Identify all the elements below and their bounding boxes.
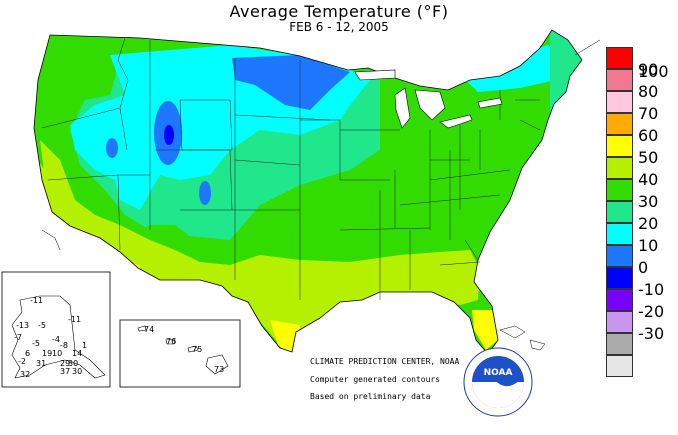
legend-swatch [606,135,633,157]
state-borders [41,37,541,300]
alaska-outline [11,295,106,379]
neighbor-outlines [41,39,601,351]
legend-label: 90 [638,60,659,79]
legend-swatch [606,333,633,355]
station-value: 14 [72,349,82,358]
legend-label: 100 [638,62,669,81]
station-value: -11 [68,315,81,324]
noaa-logo-text: NOAA [484,368,513,378]
station-value: -4 [52,335,60,344]
station-value: 29 [60,359,70,368]
station-value: -7 [14,333,22,342]
station-value: -8 [60,341,68,350]
legend-swatch [606,113,633,135]
legend-label: 60 [638,126,659,145]
legend-label: -20 [638,302,665,321]
legend-label: -10 [638,280,665,299]
legend-swatch [606,245,633,267]
legend-swatch [606,223,633,245]
station-value: -2 [18,357,26,366]
station-value: 73 [214,365,224,374]
legend-label: 80 [638,82,659,101]
legend-swatch [606,267,633,289]
map-title: Average Temperature (°F) [229,2,449,21]
station-value: 76 [166,337,176,346]
legend-swatch [606,47,633,69]
legend-label: 10 [638,236,659,255]
hawaii-inset-frame [119,319,241,388]
station-value: 6 [25,349,30,358]
legend-swatch [606,157,633,179]
station-value: 32 [20,370,30,379]
station-value: 31 [36,359,46,368]
station-value: 37 [60,367,70,376]
station-value: 10 [52,349,62,358]
legend-swatch [606,311,633,333]
legend-swatch [606,179,633,201]
station-value: -13 [16,321,29,330]
great-lakes [354,69,503,129]
legend-swatch [606,201,633,223]
station-value: 30 [68,359,78,368]
legend-swatch [606,355,633,377]
legend-swatch [606,91,633,113]
noaa-logo: NOAA [463,347,533,417]
legend-label: -30 [638,324,665,343]
station-value: 75 [192,345,202,354]
station-value: 74 [144,325,154,334]
hawaii-station-values: 74 76 75 73 [144,325,224,374]
legend-swatch [606,69,633,91]
station-value: -11 [30,296,43,305]
legend-label: 0 [638,258,649,277]
station-value: 30 [72,367,82,376]
station-value: -5 [38,321,46,330]
legend-label: 40 [638,170,659,189]
legend-label: 70 [638,104,659,123]
hawaii-islands [137,325,229,375]
legend-label: 30 [638,192,659,211]
credit-data-note: Based on preliminary data [310,392,431,401]
legend-label: 20 [638,214,659,233]
station-value: 19 [42,349,52,358]
credit-contours: Computer generated contours [310,375,441,384]
legend-label: 50 [638,148,659,167]
legend-swatch [606,289,633,311]
station-value: -5 [32,339,40,348]
station-value: 1 [82,341,87,350]
credit-center: CLIMATE PREDICTION CENTER, NOAA [310,357,460,366]
map-date-range: FEB 6 - 12, 2005 [289,20,389,34]
